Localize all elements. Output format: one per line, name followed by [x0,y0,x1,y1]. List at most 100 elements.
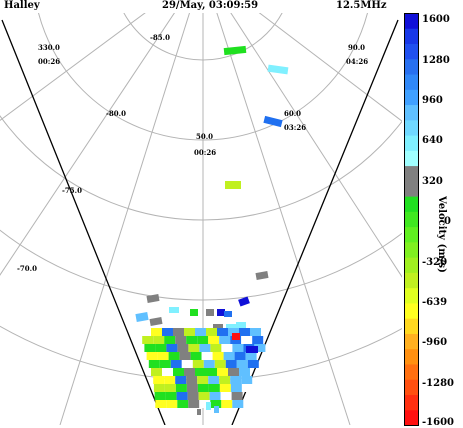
velocity-cell [148,360,160,368]
velocity-cells [135,45,289,415]
colorbar-band [404,44,419,60]
velocity-cell [232,344,244,352]
velocity-cell [212,352,224,360]
colorbar-band [404,410,419,426]
colorbar-band [404,74,419,91]
colorbar-band [404,394,419,411]
velocity-cell [149,317,163,326]
velocity-cell [190,309,198,316]
colorbar-band [404,105,419,121]
velocity-cell [165,392,177,400]
colorbar-tick: 1280 [422,55,450,66]
colorbar-band [404,181,419,198]
velocity-cell [155,400,167,408]
colorbar-band [404,166,419,182]
velocity-cell [239,368,250,376]
colorbar-band [404,89,419,106]
colorbar-tick: -639 [422,297,448,308]
velocity-cell [154,392,166,400]
velocity-cell [206,402,211,410]
velocity-cell [190,352,202,360]
velocity-cell [177,400,189,408]
velocity-cell [197,384,209,392]
colorbar-tick: 640 [422,135,443,146]
colorbar-band [404,242,419,259]
velocity-cell [236,322,246,328]
velocity-cell [187,392,199,400]
colorbar-band [404,364,419,381]
field-of-view [1,19,399,425]
velocity-cell [197,376,209,384]
colorbar-tick: -1600 [422,417,454,428]
velocity-cell [236,360,248,368]
velocity-cell [232,333,240,340]
colorbar-tick: 0 [444,216,451,227]
velocity-cell [241,376,253,384]
velocity-cell [164,376,176,384]
velocity-cell [206,368,217,376]
velocity-cell [208,376,220,384]
lat-label-70: -70.0 [17,264,37,273]
velocity-cell [254,344,266,352]
velocity-cell [192,360,204,368]
mlt-label-03: 03:26 [284,123,306,132]
colorbar-tick: -1280 [422,378,454,389]
velocity-cell [176,392,188,400]
velocity-cell [195,368,206,376]
velocity-cell [223,352,235,360]
latitude-circles [0,13,402,381]
velocity-cell [197,336,209,344]
velocity-cell [151,328,162,336]
colorbar-tick: -320 [422,257,448,268]
colorbar-band [404,333,419,350]
velocity-cell [203,360,215,368]
velocity-cell [135,312,149,322]
velocity-cell [199,344,211,352]
velocity-cell [267,64,289,75]
velocity-cell [208,384,220,392]
velocity-cell [146,294,160,303]
velocity-cell [231,392,243,400]
velocity-cell [255,271,269,280]
velocity-cell [188,344,200,352]
velocity-cell [210,344,222,352]
velocity-cell [246,346,258,353]
colorbar-band [404,288,419,304]
colorbar-band [404,120,419,137]
velocity-cell [162,368,173,376]
colorbar-tick: -960 [422,337,448,348]
colorbar-tick: 960 [422,95,443,106]
velocity-cell [179,352,191,360]
velocity-cell [214,360,226,368]
velocity-cell [166,400,178,408]
velocity-cell [146,352,158,360]
velocity-colorbar [404,13,419,426]
velocity-cell [169,307,179,313]
velocity-cell [234,352,246,360]
velocity-cell [232,400,244,408]
velocity-cell [188,400,200,408]
velocity-cell [213,324,223,331]
velocity-cell [241,384,253,392]
colorbar-band [404,13,419,30]
velocity-cell [219,384,231,392]
velocity-cell [263,115,283,128]
velocity-cell [173,368,184,376]
velocity-cell [210,400,222,408]
lat-label-50: 50.0 [196,132,213,141]
colorbar-band [404,150,419,167]
colorbar-band [404,196,419,213]
velocity-cell [166,344,178,352]
velocity-cell [177,344,189,352]
colorbar-band [404,272,419,289]
lat-label-80: -80.0 [106,109,126,118]
colorbar-band [404,257,419,274]
velocity-cell [170,360,182,368]
velocity-cell [201,352,213,360]
velocity-cell [239,328,250,336]
velocity-cell [175,384,187,392]
velocity-cell [153,376,165,384]
lon-label-90: 90.0 [348,43,365,52]
velocity-cell [173,328,184,336]
velocity-cell [144,344,156,352]
